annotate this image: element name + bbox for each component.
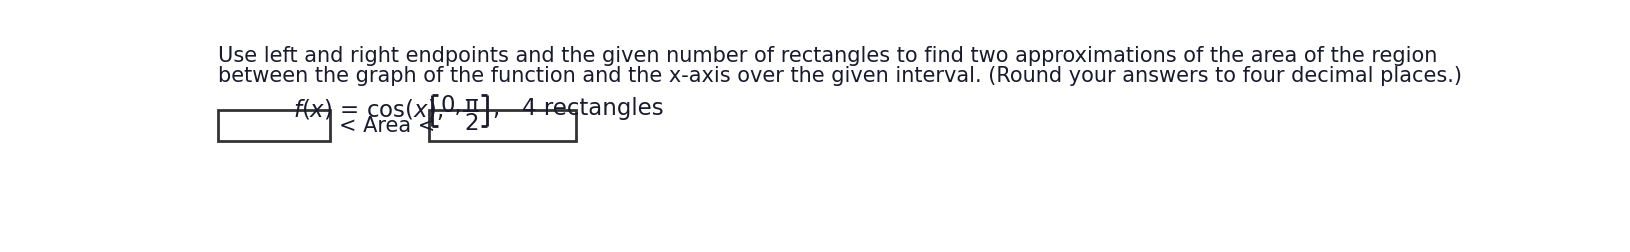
Text: $f(x)$ = cos($x$),: $f(x)$ = cos($x$), bbox=[293, 97, 443, 122]
Bar bbox=[218, 110, 329, 141]
Text: π: π bbox=[465, 94, 478, 117]
Text: Use left and right endpoints and the given number of rectangles to find two appr: Use left and right endpoints and the giv… bbox=[218, 46, 1438, 66]
Text: between the graph of the function and the x-axis over the given interval. (Round: between the graph of the function and th… bbox=[218, 67, 1462, 86]
Text: < Area <: < Area < bbox=[339, 116, 435, 136]
Text: 0,: 0, bbox=[440, 94, 463, 117]
Text: ,   4 rectangles: , 4 rectangles bbox=[492, 97, 663, 120]
Text: 2: 2 bbox=[465, 112, 478, 135]
Bar bbox=[429, 110, 575, 141]
